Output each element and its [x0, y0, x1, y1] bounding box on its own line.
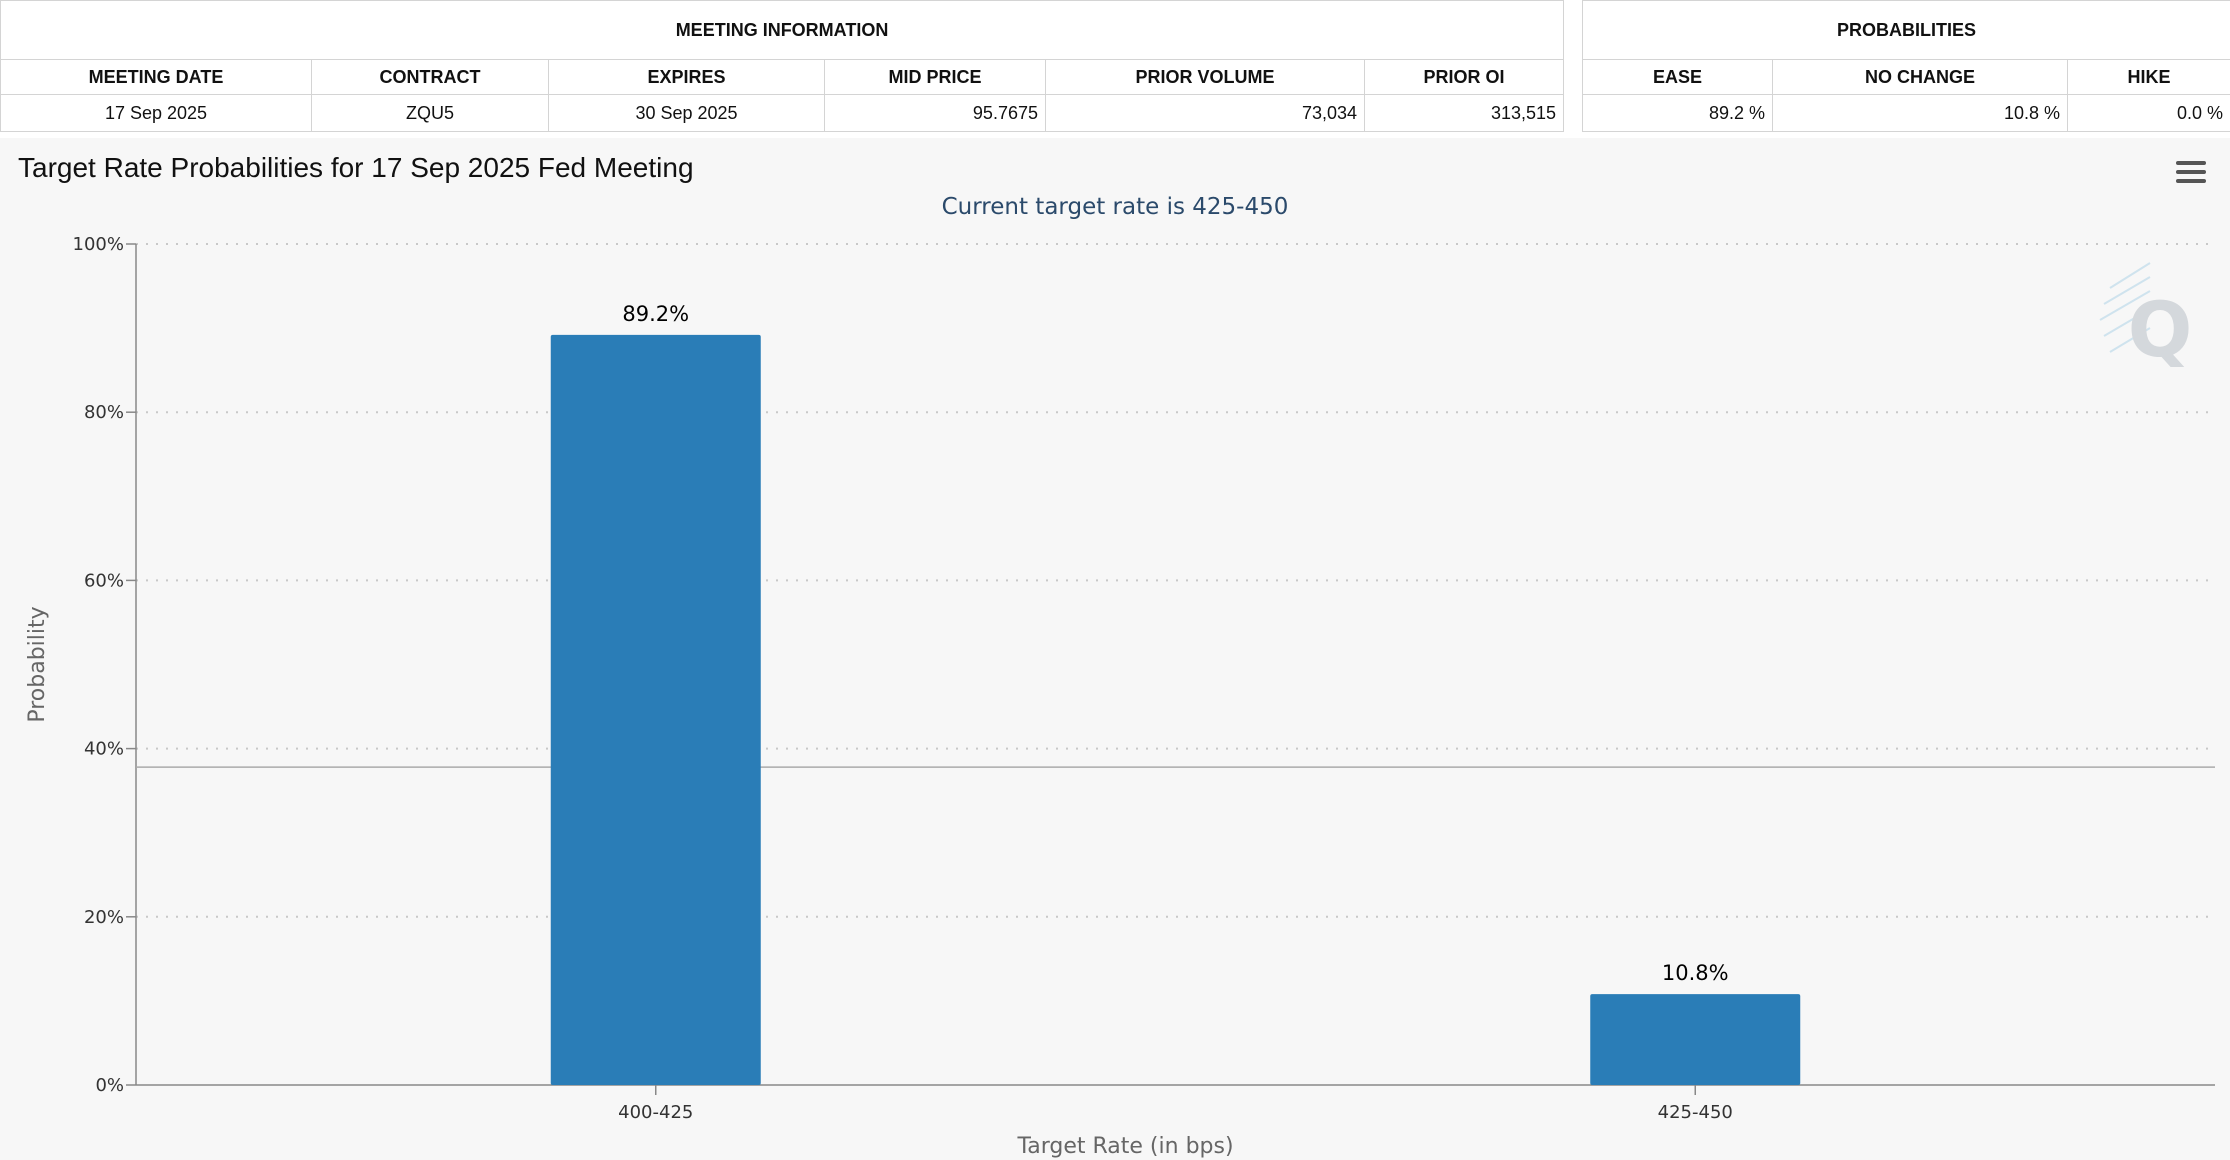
y-tick-label: 100%	[73, 234, 124, 255]
bar-400-425	[550, 334, 761, 1085]
labels: 0% 20% 40% 60% 80% 100% 89.2% 400-425 10.8% 425-4…	[25, 234, 1733, 1159]
value-hike: 0.0 %	[2066, 94, 2230, 132]
value-expires: 30 Sep 2025	[548, 94, 825, 132]
y-tick-label: 20%	[84, 907, 124, 928]
x-axis-title: Target Rate (in bps)	[1016, 1134, 1233, 1159]
x-tick-label-425-450: 425-450	[1658, 1102, 1733, 1123]
bars	[550, 334, 1801, 1085]
probabilities-title: PROBABILITIES	[1581, 0, 2230, 60]
value-prior-oi: 313,515	[1363, 94, 1565, 132]
bar-425-450	[1590, 994, 1801, 1085]
x-tick-label-400-425: 400-425	[618, 1102, 693, 1123]
value-meeting-date: 17 Sep 2025	[0, 94, 312, 132]
meeting-information-table: MEETING INFORMATION MEETING DATE CONTRAC…	[0, 0, 1565, 132]
header-prior-volume: PRIOR VOLUME	[1045, 59, 1365, 95]
header-prior-oi: PRIOR OI	[1363, 59, 1565, 95]
header-tables: MEETING INFORMATION MEETING DATE CONTRAC…	[0, 0, 2230, 136]
value-ease: 89.2 %	[1582, 94, 1773, 132]
header-no-change: NO CHANGE	[1772, 59, 2068, 95]
value-mid-price: 95.7675	[824, 94, 1046, 132]
header-meeting-date: MEETING DATE	[0, 59, 312, 95]
meeting-information-title: MEETING INFORMATION	[0, 0, 1565, 60]
header-expires: EXPIRES	[548, 59, 825, 95]
value-prior-volume: 73,034	[1045, 94, 1365, 132]
chart-panel: Q 0% 20% 40% 60% 80% 100% 89.2% 400-425 10.8% 425…	[0, 138, 2230, 1160]
axes	[126, 243, 2215, 1095]
q-watermark-icon: Q	[2099, 262, 2193, 374]
header-hike: HIKE	[2066, 59, 2230, 95]
svg-text:Q: Q	[2128, 285, 2193, 374]
header-mid-price: MID PRICE	[824, 59, 1046, 95]
y-tick-label: 40%	[84, 739, 124, 760]
y-axis-title: Probability	[25, 606, 50, 722]
data-label-425-450: 10.8%	[1662, 961, 1729, 985]
bar-chart: Q 0% 20% 40% 60% 80% 100% 89.2% 400-425 10.8% 425…	[25, 234, 2215, 1159]
y-tick-label: 0%	[95, 1075, 124, 1096]
header-contract: CONTRACT	[311, 59, 549, 95]
chart-title: Target Rate Probabilities for 17 Sep 202…	[18, 152, 694, 183]
data-label-400-425: 89.2%	[622, 302, 689, 326]
y-tick-label: 80%	[84, 402, 124, 423]
grid-lines	[136, 243, 2215, 918]
y-tick-label: 60%	[84, 570, 124, 591]
probabilities-table: PROBABILITIES EASE NO CHANGE HIKE 89.2 %…	[1581, 0, 2230, 132]
chart-subtitle: Current target rate is 425-450	[941, 194, 1289, 220]
header-ease: EASE	[1582, 59, 1773, 95]
value-no-change: 10.8 %	[1772, 94, 2068, 132]
hamburger-menu-icon[interactable]	[2172, 156, 2210, 192]
value-contract: ZQU5	[311, 94, 549, 132]
